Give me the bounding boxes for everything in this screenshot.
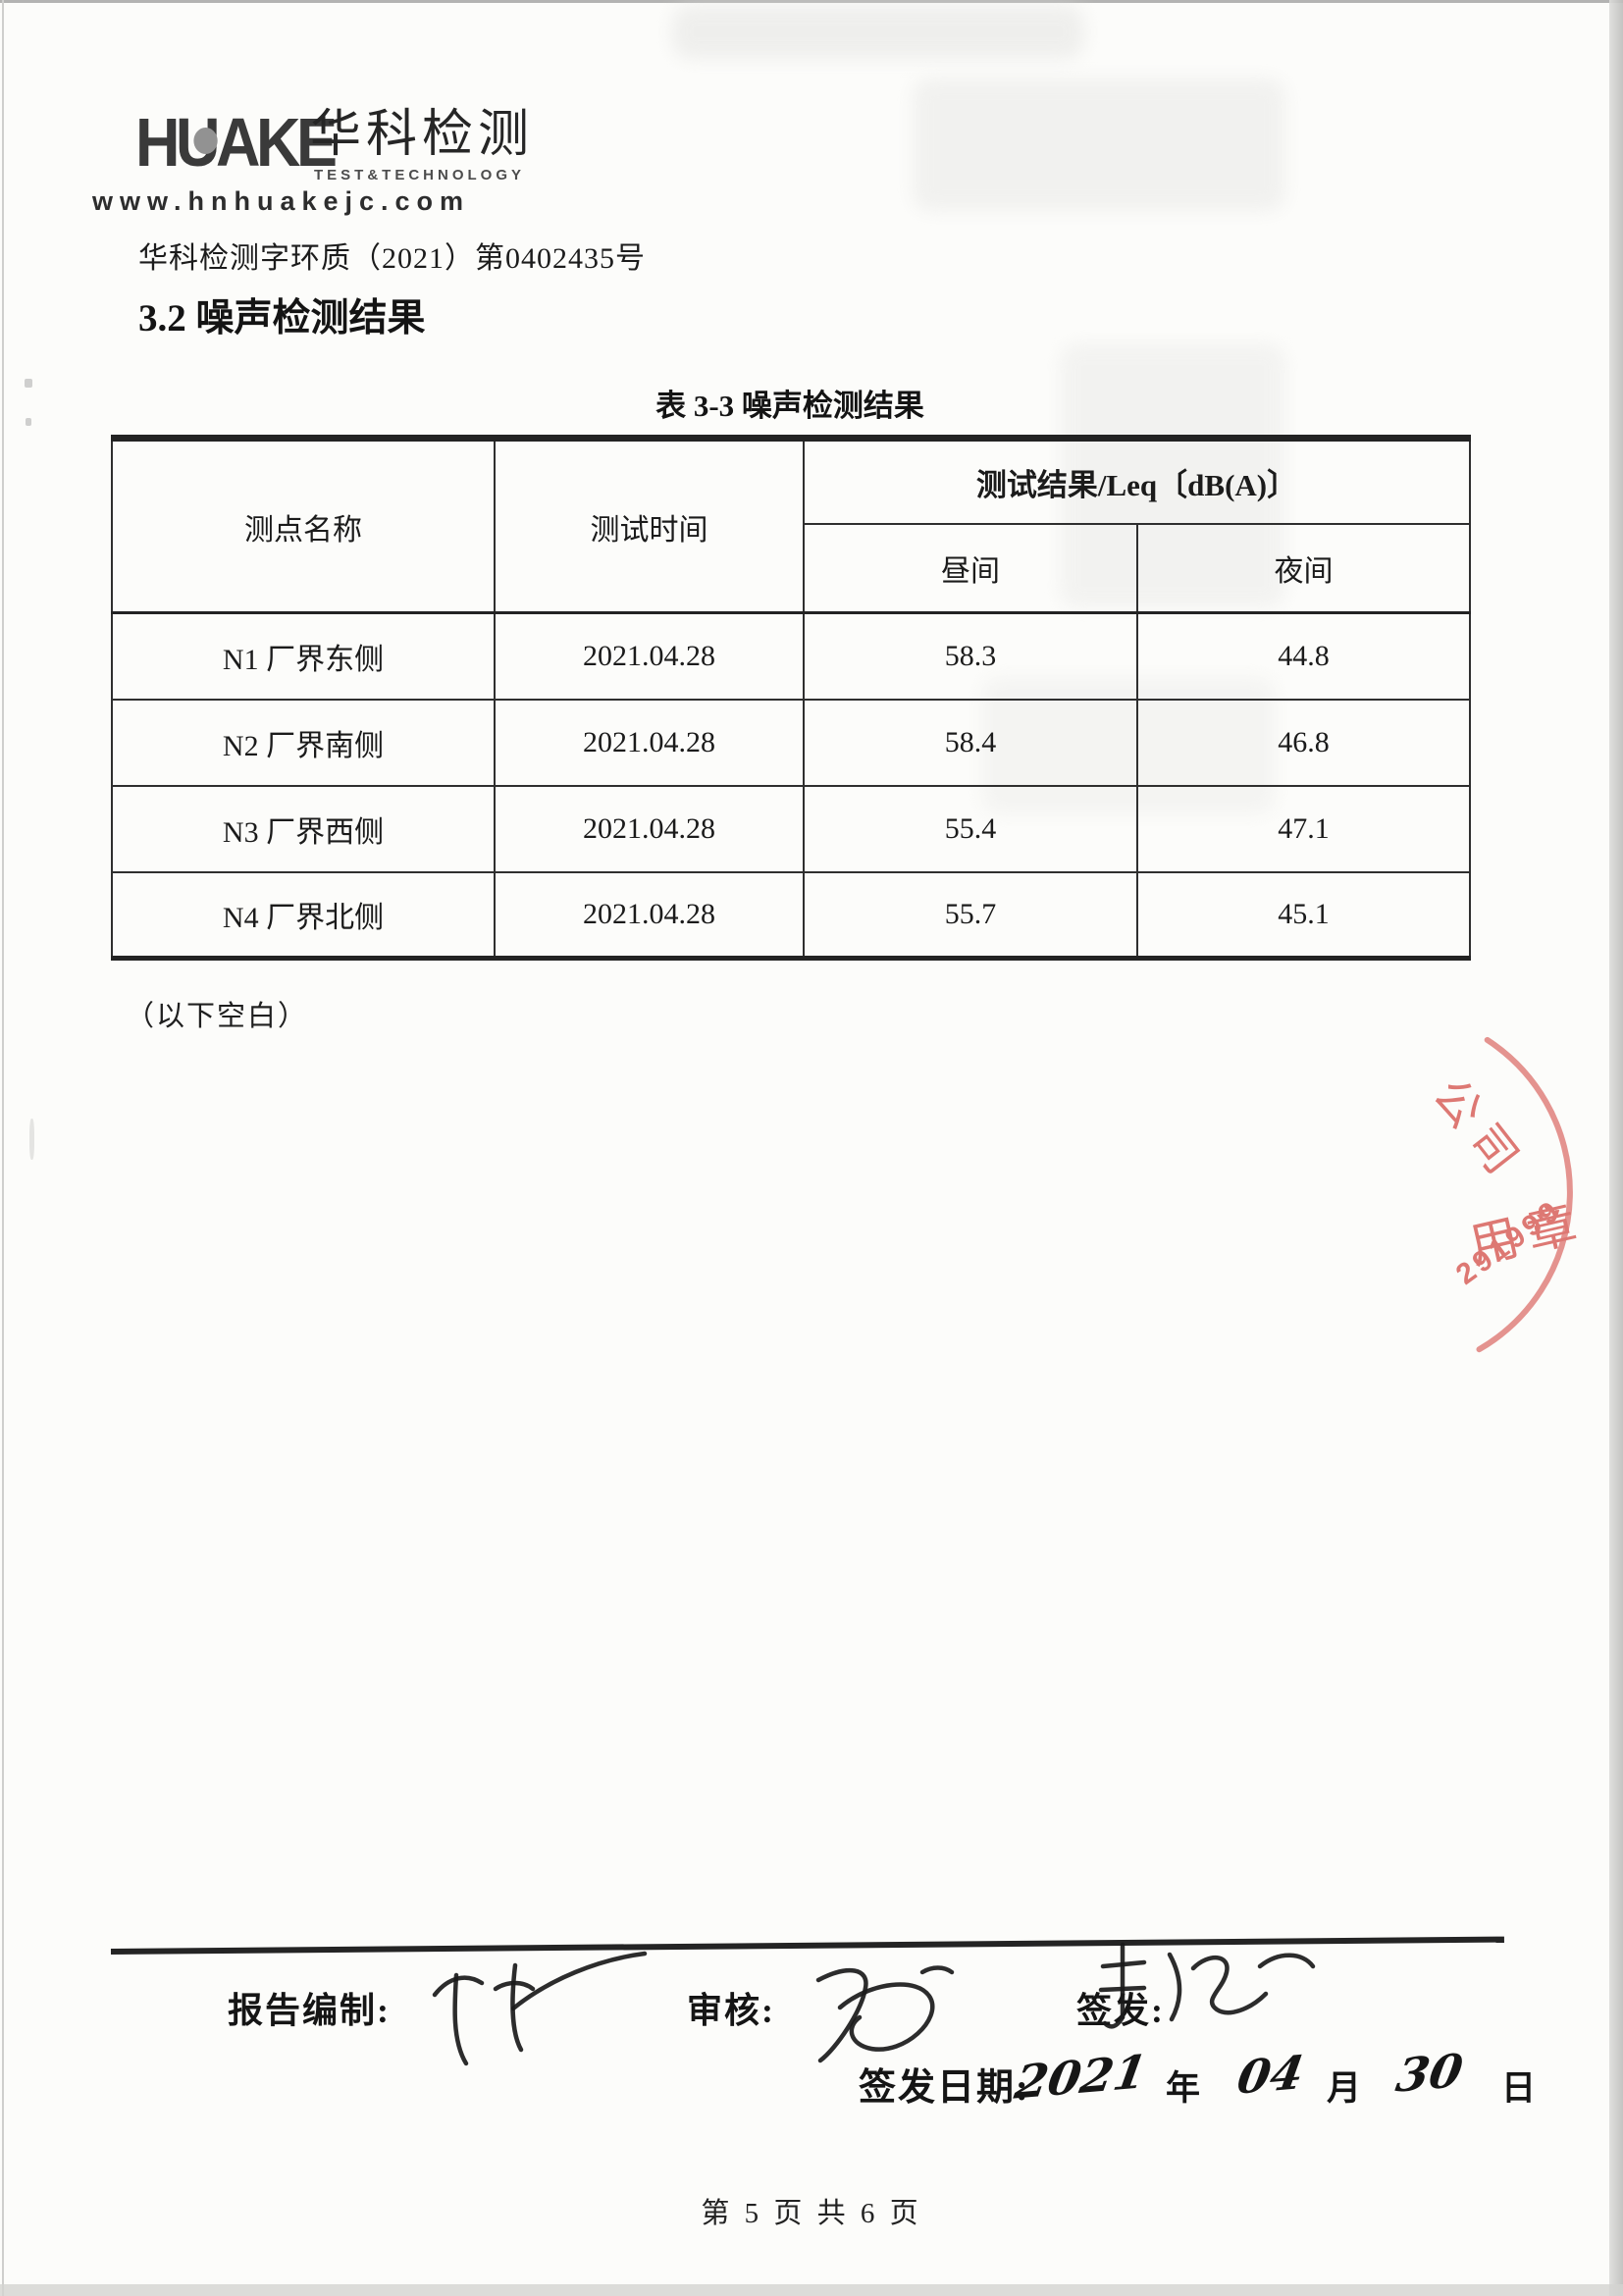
year-unit-label: 年: [1166, 2069, 1201, 2108]
cell-point: N4 厂界北侧: [111, 870, 496, 960]
logo-text: HUAKE: [135, 104, 338, 181]
issue-date-day-handwritten: 30: [1391, 2044, 1467, 2104]
scan-edge-top: [0, 0, 1623, 3]
scan-edge-bottom: [0, 2284, 1623, 2296]
col-header-day: 昼间: [803, 522, 1138, 614]
scan-smudge: [913, 78, 1285, 211]
scan-smudge: [672, 5, 1084, 59]
month-unit-label: 月: [1327, 2069, 1362, 2108]
cell-day: 58.4: [803, 698, 1138, 787]
table-row: N1 厂界东侧 2021.04.28 58.3 44.8: [111, 611, 1471, 701]
cell-time: 2021.04.28: [494, 784, 805, 873]
reviewed-by-label: 审核:: [687, 1991, 775, 2030]
scan-edge-left: [2, 0, 4, 2296]
col-header-time: 测试时间: [494, 437, 805, 614]
issue-date-label: 签发日期:: [859, 2067, 1030, 2109]
prepared-by-signature: [432, 1951, 648, 2066]
issue-date-month-handwritten: 04: [1232, 2046, 1308, 2106]
logo-website: www.hnhuakejc.com: [92, 186, 471, 216]
table-row: N4 厂界北侧 2021.04.28 55.7 45.1: [111, 870, 1471, 960]
table-header-row-1: 测点名称 测试时间 测试结果/Leq〔dB(A)〕: [111, 437, 1471, 614]
issue-date-year-handwritten: 2021: [1011, 2045, 1151, 2111]
cell-point: N2 厂界南侧: [111, 698, 496, 787]
scan-speck: [29, 1119, 34, 1160]
table-header-row-2: 昼间 夜间: [112, 522, 1471, 614]
cell-day: 58.3: [803, 611, 1138, 701]
scan-speck: [26, 418, 31, 426]
blank-below-note: （以下空白）: [126, 1001, 309, 1032]
cell-point: N1 厂界东侧: [111, 611, 496, 701]
prepared-by-label: 报告编制:: [228, 1991, 391, 2030]
col-header-night: 夜间: [1136, 522, 1471, 614]
cell-night: 46.8: [1136, 698, 1471, 787]
logo-company-name-cn: 华科检测: [310, 107, 535, 163]
logo-dot-icon: [193, 128, 218, 154]
scan-edge-right: [1609, 0, 1623, 2296]
col-header-point: 测点名称: [111, 437, 496, 614]
table-row: N3 厂界西侧 2021.04.28 55.4 47.1: [111, 784, 1471, 873]
col-header-result-group: 测试结果/Leq〔dB(A)〕: [803, 437, 1471, 525]
section-heading: 3.2 噪声检测结果: [138, 297, 426, 339]
cell-night: 45.1: [1136, 870, 1471, 960]
day-unit-label: 日: [1501, 2069, 1537, 2108]
seal-arc: [1476, 1036, 1573, 1353]
cell-time: 2021.04.28: [494, 611, 805, 701]
document-number: 华科检测字环质（2021）第0402435号: [138, 242, 646, 275]
cell-point: N3 厂界西侧: [111, 784, 496, 873]
cell-day: 55.7: [803, 870, 1138, 960]
page-number-footer: 第 5 页 共 6 页: [701, 2198, 922, 2229]
cell-day: 55.4: [803, 784, 1138, 873]
cell-night: 44.8: [1136, 611, 1471, 701]
scan-speck: [25, 379, 32, 388]
noise-results-table: 测点名称 测试时间 测试结果/Leq〔dB(A)〕 昼间 夜间 N1 厂界东侧 …: [111, 435, 1471, 961]
table-row: N2 厂界南侧 2021.04.28 58.4 46.8: [111, 698, 1471, 787]
huake-logo-wordmark: HUAKE: [135, 108, 338, 183]
table-title: 表 3-3 噪声检测结果: [655, 389, 924, 423]
reviewed-by-signature: [815, 1965, 955, 2063]
logo-company-name-en: TEST&TECHNOLOGY: [314, 167, 526, 183]
cell-time: 2021.04.28: [494, 698, 805, 787]
cell-time: 2021.04.28: [494, 870, 805, 960]
company-seal-stamp: 公司 用章 291999: [1364, 1001, 1623, 1383]
issued-by-signature: [1098, 1942, 1316, 2029]
cell-night: 47.1: [1136, 784, 1471, 873]
